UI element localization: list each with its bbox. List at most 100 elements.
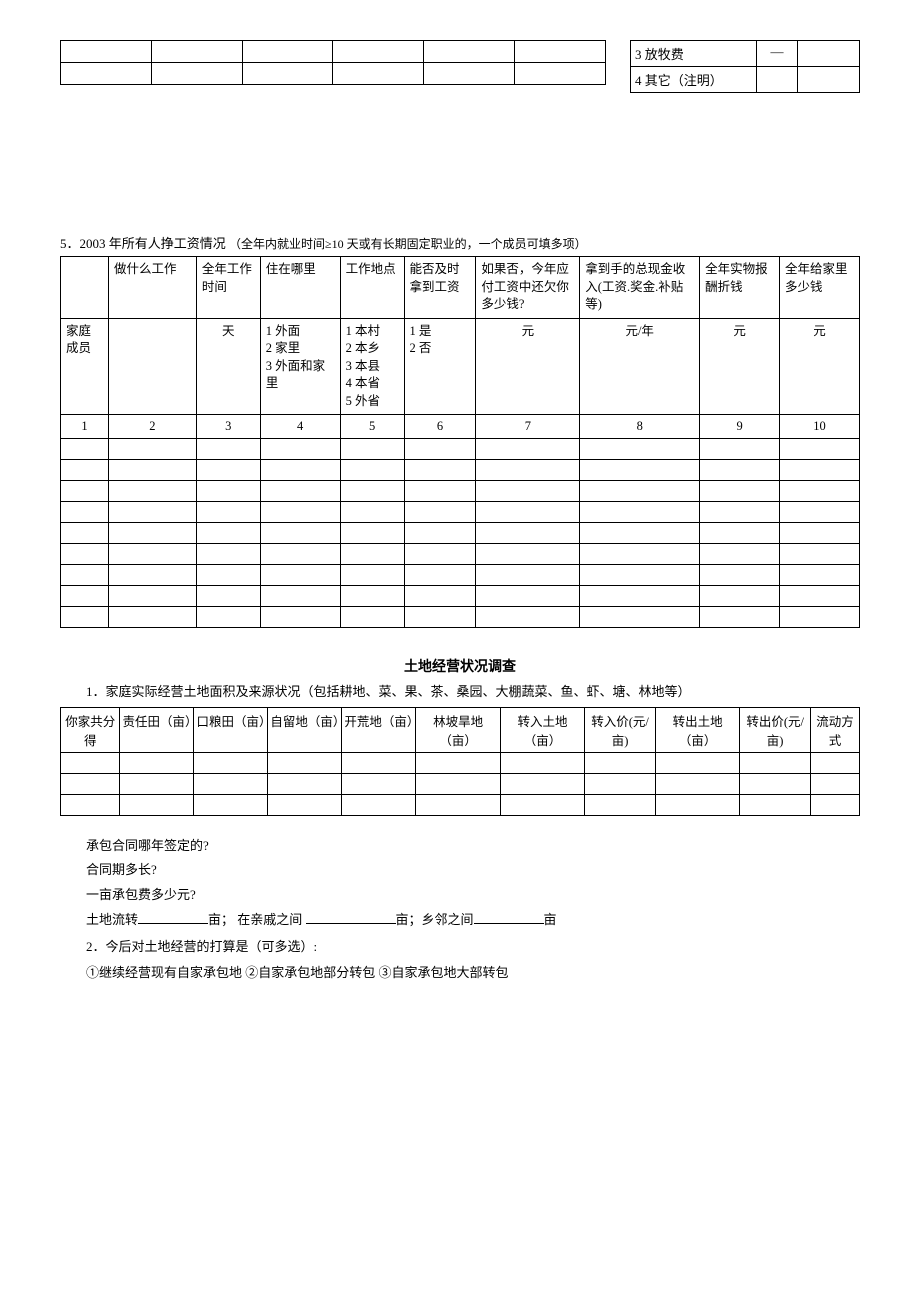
cell[interactable] — [655, 773, 739, 794]
cell[interactable] — [61, 502, 109, 523]
cell[interactable] — [260, 586, 340, 607]
cell[interactable] — [700, 586, 780, 607]
cell[interactable] — [476, 607, 580, 628]
cell[interactable] — [500, 752, 584, 773]
cell[interactable] — [340, 460, 404, 481]
cell[interactable] — [340, 502, 404, 523]
cell[interactable] — [700, 460, 780, 481]
cell[interactable] — [260, 439, 340, 460]
cell[interactable] — [416, 773, 500, 794]
cell[interactable] — [476, 439, 580, 460]
cell[interactable] — [260, 565, 340, 586]
cell[interactable] — [61, 544, 109, 565]
cell[interactable] — [700, 439, 780, 460]
cell[interactable] — [404, 565, 476, 586]
blank-field[interactable] — [306, 911, 396, 924]
cell[interactable] — [780, 439, 860, 460]
cell[interactable] — [500, 794, 584, 815]
cell[interactable] — [108, 565, 196, 586]
cell[interactable] — [700, 565, 780, 586]
cell[interactable] — [580, 586, 700, 607]
cell[interactable] — [476, 481, 580, 502]
cell[interactable] — [404, 481, 476, 502]
cell[interactable] — [196, 439, 260, 460]
cell[interactable] — [120, 752, 194, 773]
cell[interactable] — [340, 544, 404, 565]
cell[interactable] — [585, 794, 656, 815]
cell[interactable] — [196, 502, 260, 523]
cell[interactable] — [260, 607, 340, 628]
cell[interactable] — [61, 586, 109, 607]
cell[interactable] — [655, 794, 739, 815]
cell[interactable] — [108, 586, 196, 607]
cell[interactable] — [196, 523, 260, 544]
cell[interactable] — [655, 752, 739, 773]
blank-field[interactable] — [474, 911, 544, 924]
cell[interactable] — [580, 565, 700, 586]
cell[interactable] — [61, 752, 120, 773]
cell[interactable] — [196, 607, 260, 628]
cell[interactable] — [340, 523, 404, 544]
cell[interactable] — [342, 752, 416, 773]
cell[interactable] — [700, 481, 780, 502]
cell[interactable] — [108, 523, 196, 544]
cell[interactable] — [61, 794, 120, 815]
cell[interactable] — [61, 773, 120, 794]
cell[interactable] — [580, 502, 700, 523]
cell[interactable] — [780, 460, 860, 481]
cell[interactable] — [476, 460, 580, 481]
cell[interactable] — [196, 481, 260, 502]
cell[interactable] — [194, 752, 268, 773]
cell[interactable] — [340, 439, 404, 460]
cell[interactable] — [810, 773, 859, 794]
cell[interactable] — [700, 544, 780, 565]
cell[interactable] — [268, 794, 342, 815]
cell[interactable] — [585, 752, 656, 773]
cell[interactable] — [196, 586, 260, 607]
cell[interactable] — [340, 481, 404, 502]
cell[interactable] — [194, 773, 268, 794]
cell[interactable] — [780, 565, 860, 586]
cell[interactable] — [404, 544, 476, 565]
cell[interactable] — [404, 439, 476, 460]
cell[interactable] — [740, 773, 811, 794]
cell[interactable] — [61, 481, 109, 502]
cell[interactable] — [476, 586, 580, 607]
cell[interactable] — [268, 773, 342, 794]
cell[interactable] — [740, 794, 811, 815]
cell[interactable] — [404, 586, 476, 607]
cell[interactable] — [120, 773, 194, 794]
cell[interactable] — [342, 773, 416, 794]
cell[interactable] — [340, 586, 404, 607]
cell[interactable] — [780, 586, 860, 607]
cell[interactable] — [810, 752, 859, 773]
cell[interactable] — [810, 794, 859, 815]
cell[interactable] — [780, 481, 860, 502]
cell[interactable] — [404, 460, 476, 481]
cell[interactable] — [268, 752, 342, 773]
cell[interactable] — [500, 773, 584, 794]
cell[interactable] — [700, 502, 780, 523]
cell[interactable] — [108, 607, 196, 628]
cell[interactable] — [108, 502, 196, 523]
cell[interactable] — [780, 502, 860, 523]
cell[interactable] — [580, 460, 700, 481]
cell[interactable] — [108, 544, 196, 565]
cell[interactable] — [194, 794, 268, 815]
cell[interactable] — [700, 523, 780, 544]
cell[interactable] — [260, 523, 340, 544]
cell[interactable] — [780, 523, 860, 544]
cell[interactable] — [476, 502, 580, 523]
cell[interactable] — [342, 794, 416, 815]
cell[interactable] — [61, 460, 109, 481]
cell[interactable] — [260, 502, 340, 523]
cell[interactable] — [580, 607, 700, 628]
cell[interactable] — [404, 523, 476, 544]
cell[interactable] — [700, 607, 780, 628]
cell[interactable] — [61, 565, 109, 586]
cell[interactable] — [260, 544, 340, 565]
cell[interactable] — [476, 544, 580, 565]
cell[interactable] — [108, 439, 196, 460]
cell[interactable] — [476, 565, 580, 586]
cell[interactable] — [780, 544, 860, 565]
